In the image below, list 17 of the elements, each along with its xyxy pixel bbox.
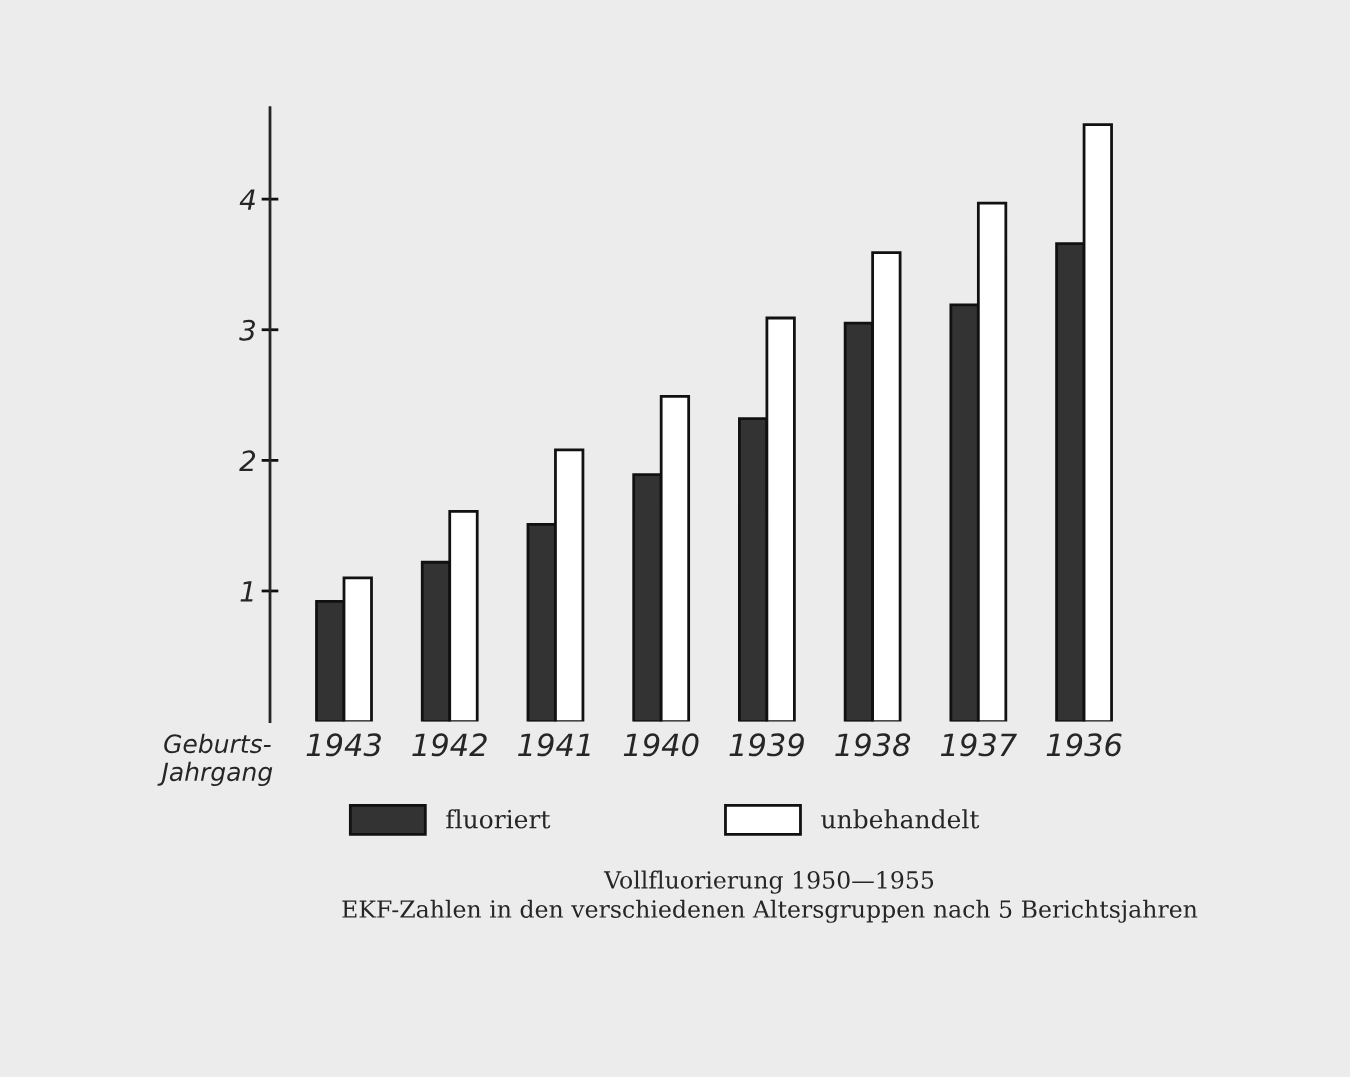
x-tick-label: 1937 bbox=[940, 733, 1017, 757]
x-tick-label: 1936 bbox=[1046, 733, 1122, 757]
text: EKF-Zahlen in den verschiedenen Altersgruppen nach 5 Berichtsjahren bbox=[342, 899, 1198, 923]
x-axis-title: Geburts- Jahrgang bbox=[157, 733, 273, 787]
x-tick-label: 1940 bbox=[623, 733, 699, 757]
text: Vollfluorierung 1950—1955 bbox=[603, 870, 934, 894]
x-tick-label: 1942 bbox=[412, 733, 487, 757]
y-tick-label: 1 bbox=[240, 581, 253, 602]
y-tick-label: 4 bbox=[239, 189, 255, 210]
legend-label: fluoriert bbox=[446, 809, 551, 829]
x-tick-label: 1939 bbox=[729, 733, 804, 757]
y-tick-label: 3 bbox=[239, 319, 256, 341]
x-tick-label: 1938 bbox=[835, 733, 911, 757]
x-tick-label: 1943 bbox=[306, 733, 381, 757]
y-tick-label: 2 bbox=[239, 450, 256, 471]
x-tick-label: 1941 bbox=[518, 733, 590, 757]
legend-label: unbehandelt bbox=[821, 809, 980, 829]
